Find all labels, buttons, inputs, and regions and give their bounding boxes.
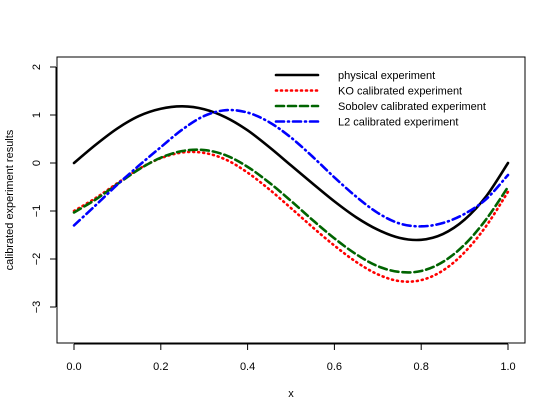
legend-label-3: L2 calibrated experiment — [338, 117, 458, 129]
y-axis: −3 −2 −1 0 1 2 — [31, 64, 57, 314]
x-tick-label: 0.8 — [414, 361, 429, 373]
y-axis-title: calibrated experiment results — [4, 129, 16, 270]
legend-label-0: physical experiment — [338, 70, 435, 82]
x-tick-label: 0.6 — [327, 361, 342, 373]
x-axis-title: x — [288, 388, 294, 400]
x-tick-label: 0.0 — [66, 361, 81, 373]
x-tick-label: 0.2 — [153, 361, 168, 373]
series-line-0 — [72, 105, 510, 242]
x-tick-label: 1.0 — [500, 361, 515, 373]
series-line-3 — [72, 108, 510, 228]
x-axis: 0.0 0.2 0.4 0.6 0.8 1.0 — [66, 343, 516, 373]
plot-box — [56, 56, 526, 344]
series-line-2 — [72, 148, 510, 274]
legend-label-1: KO calibrated experiment — [338, 86, 462, 98]
legend: physical experiment KO calibrated experim… — [274, 70, 486, 129]
y-tick-label: −2 — [31, 253, 43, 266]
x-tick-label: 0.4 — [240, 361, 255, 373]
y-tick-label: 2 — [31, 64, 43, 70]
y-tick-label: 0 — [31, 160, 43, 166]
y-tick-label: 1 — [31, 112, 43, 118]
series-lines — [72, 105, 510, 283]
y-tick-label: −3 — [31, 301, 43, 314]
y-tick-label: −1 — [31, 205, 43, 218]
legend-label-2: Sobolev calibrated experiment — [338, 101, 486, 113]
